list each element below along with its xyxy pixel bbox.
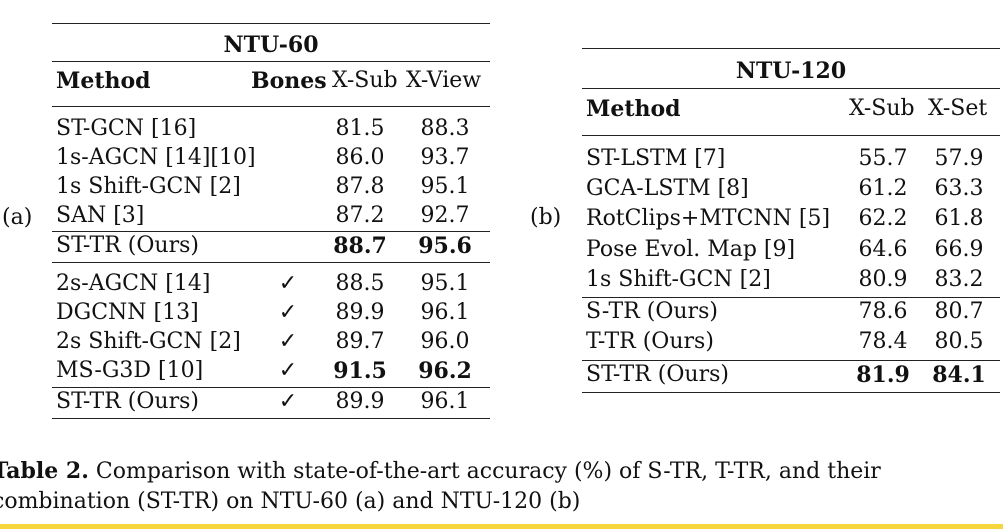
xsub-cell: 78.4 [858, 329, 908, 354]
xsub-cell: 64.6 [858, 237, 908, 262]
xsub-cell: 61.2 [858, 176, 908, 201]
highlight-bar [0, 524, 1003, 529]
row-rule [582, 360, 1000, 361]
xsub-cell: 88.7 [333, 233, 387, 259]
xview-cell: 96.1 [420, 300, 470, 325]
method-cell: 1s Shift-GCN [2] [586, 267, 771, 292]
header-xset: X-Set [928, 96, 988, 121]
xset-cell: 84.1 [932, 362, 986, 388]
header-xsub: X-Sub [849, 96, 915, 121]
xview-cell: 93.7 [420, 145, 470, 170]
bones-check-icon: ✓ [278, 358, 298, 383]
method-cell: 2s-AGCN [14] [56, 271, 211, 296]
table-a-label: (a) [2, 205, 33, 230]
method-cell: 2s Shift-GCN [2] [56, 329, 241, 354]
row-rule [52, 262, 490, 263]
xsub-cell: 55.7 [858, 146, 908, 171]
header-method: Method [586, 96, 681, 122]
xsub-cell: 89.7 [335, 329, 385, 354]
header-method: Method [56, 68, 151, 94]
bones-check-icon: ✓ [278, 271, 298, 296]
bottom-rule [52, 418, 490, 419]
method-cell: SAN [3] [56, 203, 145, 228]
method-cell: DGCNN [13] [56, 300, 199, 325]
xsub-cell: 89.9 [335, 300, 385, 325]
header-bones: Bones [251, 68, 327, 94]
xsub-cell: 80.9 [858, 267, 908, 292]
table-b-title: NTU-120 [735, 58, 847, 84]
xview-cell: 95.1 [420, 174, 470, 199]
xsub-cell: 87.2 [335, 203, 385, 228]
method-cell: ST-LSTM [7] [586, 146, 726, 171]
method-cell: S-TR (Ours) [586, 299, 718, 324]
bones-check-icon: ✓ [278, 329, 298, 354]
xset-cell: 83.2 [934, 267, 984, 292]
method-cell: GCA-LSTM [8] [586, 176, 749, 201]
xset-cell: 66.9 [934, 237, 984, 262]
table-row: ST-GCN [16] [56, 116, 196, 142]
caption-line2: combination (ST-TR) on NTU-60 (a) and NT… [0, 489, 581, 514]
xview-cell: 92.7 [420, 203, 470, 228]
xset-cell: 80.7 [934, 299, 984, 324]
title-rule [52, 61, 490, 62]
xview-cell: 95.1 [420, 271, 470, 296]
method-cell: ST-GCN [16] [56, 116, 197, 141]
method-cell: Pose Evol. Map [9] [586, 237, 796, 262]
row-rule [52, 231, 490, 232]
header-xview: X-View [406, 68, 482, 93]
bones-check-icon: ✓ [278, 300, 298, 325]
xset-cell: 61.8 [934, 206, 984, 231]
method-cell: ST-TR (Ours) [586, 362, 729, 387]
row-rule [52, 387, 490, 388]
xview-cell: 96.0 [420, 329, 470, 354]
title-rule [582, 88, 1000, 89]
top-rule [52, 23, 490, 24]
xsub-cell: 81.5 [335, 116, 385, 141]
row-rule [582, 297, 1000, 298]
method-cell: ST-TR (Ours) [56, 389, 199, 414]
xsub-cell: 87.8 [335, 174, 385, 199]
xsub-cell: 89.9 [335, 389, 385, 414]
xsub-cell: 91.5 [333, 358, 387, 384]
xview-cell: 88.3 [420, 116, 470, 141]
method-cell: RotClips+MTCNN [5] [586, 206, 831, 231]
method-cell: MS-G3D [10] [56, 358, 204, 383]
caption-line1: Comparison with state-of-the-art accurac… [88, 459, 881, 484]
xset-cell: 80.5 [934, 329, 984, 354]
bones-check-icon: ✓ [278, 389, 298, 414]
header-xsub: X-Sub [332, 68, 398, 93]
method-cell: 1s-AGCN [14][10] [56, 145, 256, 170]
top-rule [582, 48, 1000, 49]
header-rule [582, 135, 1000, 136]
xview-cell: 95.6 [418, 233, 472, 259]
table-b-label: (b) [530, 205, 562, 230]
xsub-cell: 62.2 [858, 206, 908, 231]
header-rule [52, 106, 490, 107]
method-cell: 1s Shift-GCN [2] [56, 174, 241, 199]
xsub-cell: 88.5 [335, 271, 385, 296]
xsub-cell: 78.6 [858, 299, 908, 324]
method-cell: ST-TR (Ours) [56, 233, 199, 258]
method-cell: T-TR (Ours) [586, 329, 714, 354]
xset-cell: 57.9 [934, 146, 984, 171]
xset-cell: 63.3 [934, 176, 984, 201]
caption-label: Table 2. [0, 458, 89, 484]
xsub-cell: 86.0 [335, 145, 385, 170]
xview-cell: 96.2 [418, 358, 472, 384]
xsub-cell: 81.9 [856, 362, 910, 388]
bottom-rule [582, 392, 1000, 393]
table-a-title: NTU-60 [223, 32, 319, 58]
xview-cell: 96.1 [420, 389, 470, 414]
